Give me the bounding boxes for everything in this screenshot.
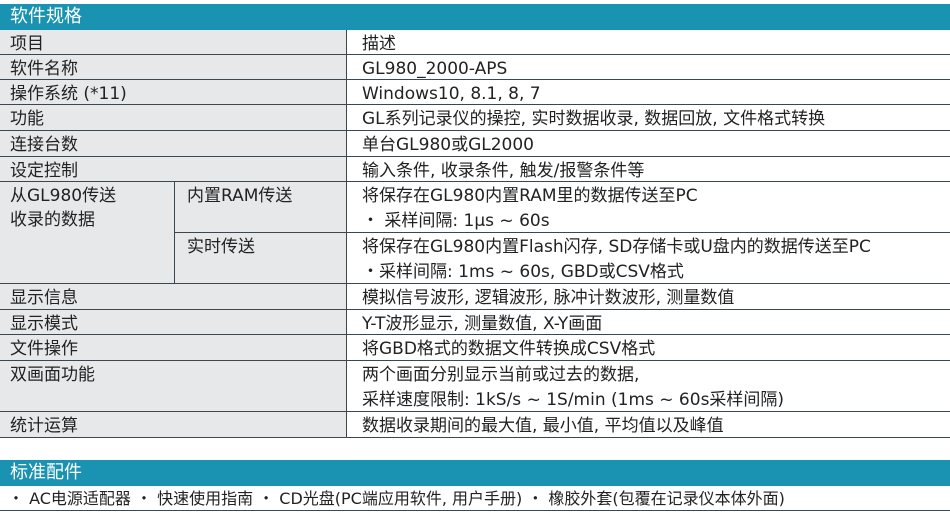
ram-desc-line2: ・ 采样间隔: 1μs ~ 60s xyxy=(362,211,550,231)
row-label: 统计运算 xyxy=(0,412,347,437)
realtime-label: 实时传送 xyxy=(174,233,347,284)
transfer-row: 从GL980传送 收录的数据 内置RAM传送 实时传送 将保存在GL980内置R… xyxy=(0,182,950,284)
accessories-list: ・ AC电源适配器 ・ 快速使用指南 ・ CD光盘(PC端应用软件, 用户手册)… xyxy=(0,486,950,511)
dual-screen-row: 双画面功能 两个画面分别显示当前或过去的数据, 采样速度限制: 1kS/s ~ … xyxy=(0,361,950,412)
row-label: 显示信息 xyxy=(0,284,347,309)
realtime-desc: 将保存在GL980内置Flash闪存, SD存储卡或U盘内的数据传送至PC ・采… xyxy=(362,235,871,285)
dual-line2: 采样速度限制: 1kS/s ~ 1S/min (1ms ~ 60s采样间隔) xyxy=(362,390,785,410)
row-value: 将GBD格式的数据文件转换成CSV格式 xyxy=(362,339,656,359)
table-row: 设定控制 输入条件, 收录条件, 触发/报警条件等 xyxy=(0,157,950,182)
row-value: 两个画面分别显示当前或过去的数据, 采样速度限制: 1kS/s ~ 1S/min… xyxy=(362,363,784,413)
ram-desc-line1: 将保存在GL980内置RAM里的数据传送至PC xyxy=(362,186,698,206)
table-header-row: 项目 描述 xyxy=(0,30,950,55)
header-item: 项目 xyxy=(0,30,347,54)
realtime-desc-line1: 将保存在GL980内置Flash闪存, SD存储卡或U盘内的数据传送至PC xyxy=(362,237,871,257)
row-value: Y-T波形显示, 测量数值, X-Y画面 xyxy=(362,314,603,334)
row-label: 显示模式 xyxy=(0,310,347,334)
row-label: 连接台数 xyxy=(0,131,347,156)
row-label: 操作系统 (*11) xyxy=(0,80,347,104)
dual-line1: 两个画面分别显示当前或过去的数据, xyxy=(362,365,640,385)
row-value: GL系列记录仪的操控, 实时数据收录, 数据回放, 文件格式转换 xyxy=(362,109,826,129)
table-row: 软件名称 GL980_2000-APS xyxy=(0,55,950,80)
row-value: 模拟信号波形, 逻辑波形, 脉冲计数波形, 测量数值 xyxy=(362,288,735,308)
spec-title: 软件规格 xyxy=(0,4,950,30)
table-row: 文件操作 将GBD格式的数据文件转换成CSV格式 xyxy=(0,335,950,361)
row-label: 文件操作 xyxy=(0,335,347,360)
row-label: 设定控制 xyxy=(0,157,347,181)
row-label: 双画面功能 xyxy=(0,361,347,411)
ram-desc: 将保存在GL980内置RAM里的数据传送至PC ・ 采样间隔: 1μs ~ 60… xyxy=(362,184,698,234)
table-row: 显示模式 Y-T波形显示, 测量数值, X-Y画面 xyxy=(0,310,950,335)
table-row: 功能 GL系列记录仪的操控, 实时数据收录, 数据回放, 文件格式转换 xyxy=(0,105,950,131)
ram-label: 内置RAM传送 xyxy=(174,182,347,233)
table-row: 操作系统 (*11) Windows10, 8.1, 8, 7 xyxy=(0,80,950,105)
row-value: Windows10, 8.1, 8, 7 xyxy=(362,84,541,104)
transfer-label-line1: 从GL980传送 xyxy=(10,186,117,206)
row-value: 单台GL980或GL2000 xyxy=(362,135,535,155)
realtime-desc-line2: ・采样间隔: 1ms ~ 60s, GBD或CSV格式 xyxy=(362,262,684,282)
table-row: 连接台数 单台GL980或GL2000 xyxy=(0,131,950,157)
row-label: 功能 xyxy=(0,105,347,130)
transfer-label-line2: 收录的数据 xyxy=(10,210,95,230)
row-value: GL980_2000-APS xyxy=(362,59,508,79)
accessories-title: 标准配件 xyxy=(0,460,950,486)
row-label: 软件名称 xyxy=(0,55,347,79)
table-row: 显示信息 模拟信号波形, 逻辑波形, 脉冲计数波形, 测量数值 xyxy=(0,284,950,310)
header-desc: 描述 xyxy=(362,34,396,54)
table-row: 统计运算 数据收录期间的最大值, 最小值, 平均值以及峰值 xyxy=(0,412,950,438)
row-value: 输入条件, 收录条件, 触发/报警条件等 xyxy=(362,161,645,181)
row-value: 数据收录期间的最大值, 最小值, 平均值以及峰值 xyxy=(362,416,724,436)
